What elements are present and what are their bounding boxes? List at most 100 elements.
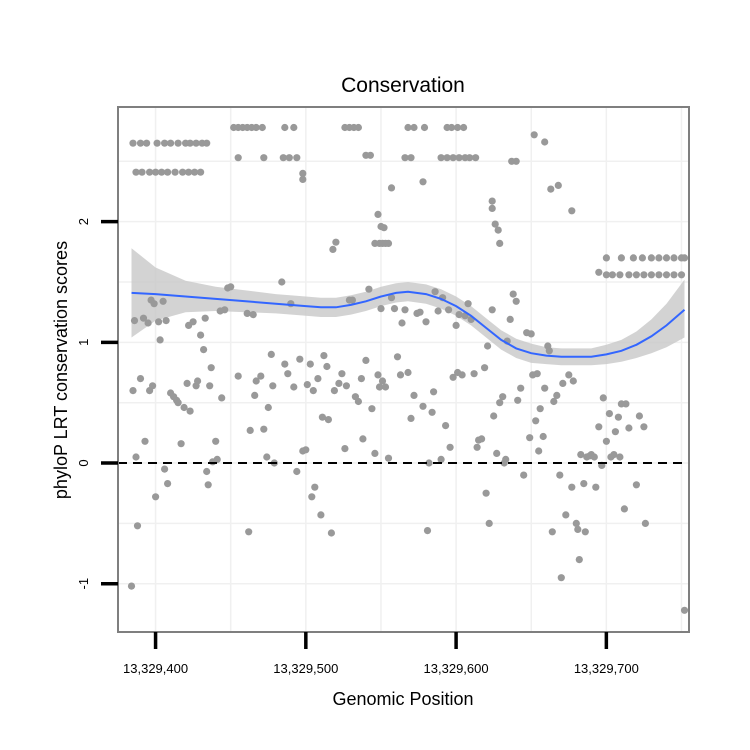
data-point (635, 412, 644, 420)
y-axis: -1 0 1 2 (76, 218, 118, 589)
data-point (680, 254, 689, 262)
data-point (574, 525, 582, 534)
data-point (186, 407, 194, 415)
chart-title: Conservation (341, 74, 465, 97)
data-point (632, 481, 641, 489)
data-point (420, 123, 429, 132)
data-point (488, 306, 496, 314)
data-point (161, 139, 169, 147)
data-point (448, 123, 456, 132)
data-point (281, 360, 289, 368)
data-point (153, 139, 161, 147)
data-point (384, 454, 393, 462)
data-point (398, 319, 406, 327)
data-point (132, 453, 140, 461)
data-point (431, 288, 439, 296)
data-point (502, 455, 510, 463)
data-point (638, 254, 647, 262)
data-point (533, 370, 541, 378)
data-point (430, 388, 438, 396)
data-point (143, 139, 151, 147)
data-point (532, 417, 540, 425)
data-point (221, 306, 229, 314)
data-point (428, 408, 436, 416)
data-point (234, 154, 242, 162)
data-point (460, 123, 468, 132)
data-point (306, 360, 314, 368)
data-point (260, 154, 268, 162)
data-point (625, 271, 633, 279)
data-point (455, 154, 463, 162)
data-point (354, 123, 362, 132)
data-point (580, 480, 588, 488)
data-point (387, 184, 396, 192)
y-tick-label: 0 (76, 459, 91, 466)
data-point (449, 154, 457, 162)
data-point (257, 372, 265, 380)
data-point (556, 471, 564, 479)
data-point (647, 254, 656, 262)
data-point (374, 371, 382, 379)
data-point (553, 391, 561, 399)
data-point (485, 519, 493, 528)
data-point (284, 370, 292, 378)
data-point (512, 297, 520, 305)
data-point (341, 445, 349, 453)
data-point (640, 423, 648, 431)
data-point (595, 423, 603, 431)
data-point (470, 370, 478, 378)
data-point (290, 123, 298, 132)
data-point (296, 355, 304, 363)
data-point (293, 467, 301, 476)
data-point (602, 437, 611, 445)
data-point (281, 123, 289, 132)
data-point (141, 437, 149, 445)
data-point (194, 377, 202, 385)
data-point (183, 379, 191, 387)
data-point (150, 300, 158, 308)
data-point (407, 154, 415, 162)
data-point (155, 318, 163, 326)
panel-border (117, 106, 690, 633)
data-point (133, 522, 142, 530)
data-point (164, 168, 172, 176)
x-tick-label: 13,329,700 (574, 661, 639, 676)
data-point (539, 432, 547, 441)
data-point (299, 175, 307, 183)
data-point (162, 317, 170, 325)
data-point (377, 305, 385, 313)
data-point (629, 254, 638, 262)
data-point (401, 154, 409, 162)
data-point (568, 207, 576, 215)
data-point (227, 283, 235, 291)
data-point (327, 529, 335, 537)
data-point (197, 331, 205, 339)
x-tick-label: 13,329,500 (273, 661, 338, 676)
data-point (641, 519, 650, 528)
data-point (569, 377, 577, 385)
data-point (512, 157, 520, 165)
data-point (581, 528, 589, 536)
data-point (442, 422, 450, 430)
data-point (452, 321, 460, 329)
data-point (478, 435, 486, 443)
data-point (136, 139, 145, 147)
data-point (136, 375, 145, 383)
data-point (203, 467, 211, 476)
data-point (509, 290, 517, 298)
data-point (481, 364, 489, 372)
data-point (647, 271, 656, 279)
data-point (387, 294, 396, 302)
data-point (366, 151, 374, 159)
data-point (590, 453, 598, 461)
data-point (562, 511, 570, 519)
x-tick-label: 13,329,600 (424, 661, 489, 676)
data-point (494, 226, 502, 234)
data-point (404, 123, 412, 132)
data-point (290, 383, 298, 391)
data-point (354, 397, 362, 406)
gridlines (118, 107, 689, 632)
data-point (608, 271, 617, 279)
data-point (611, 428, 620, 436)
data-point (320, 352, 328, 360)
